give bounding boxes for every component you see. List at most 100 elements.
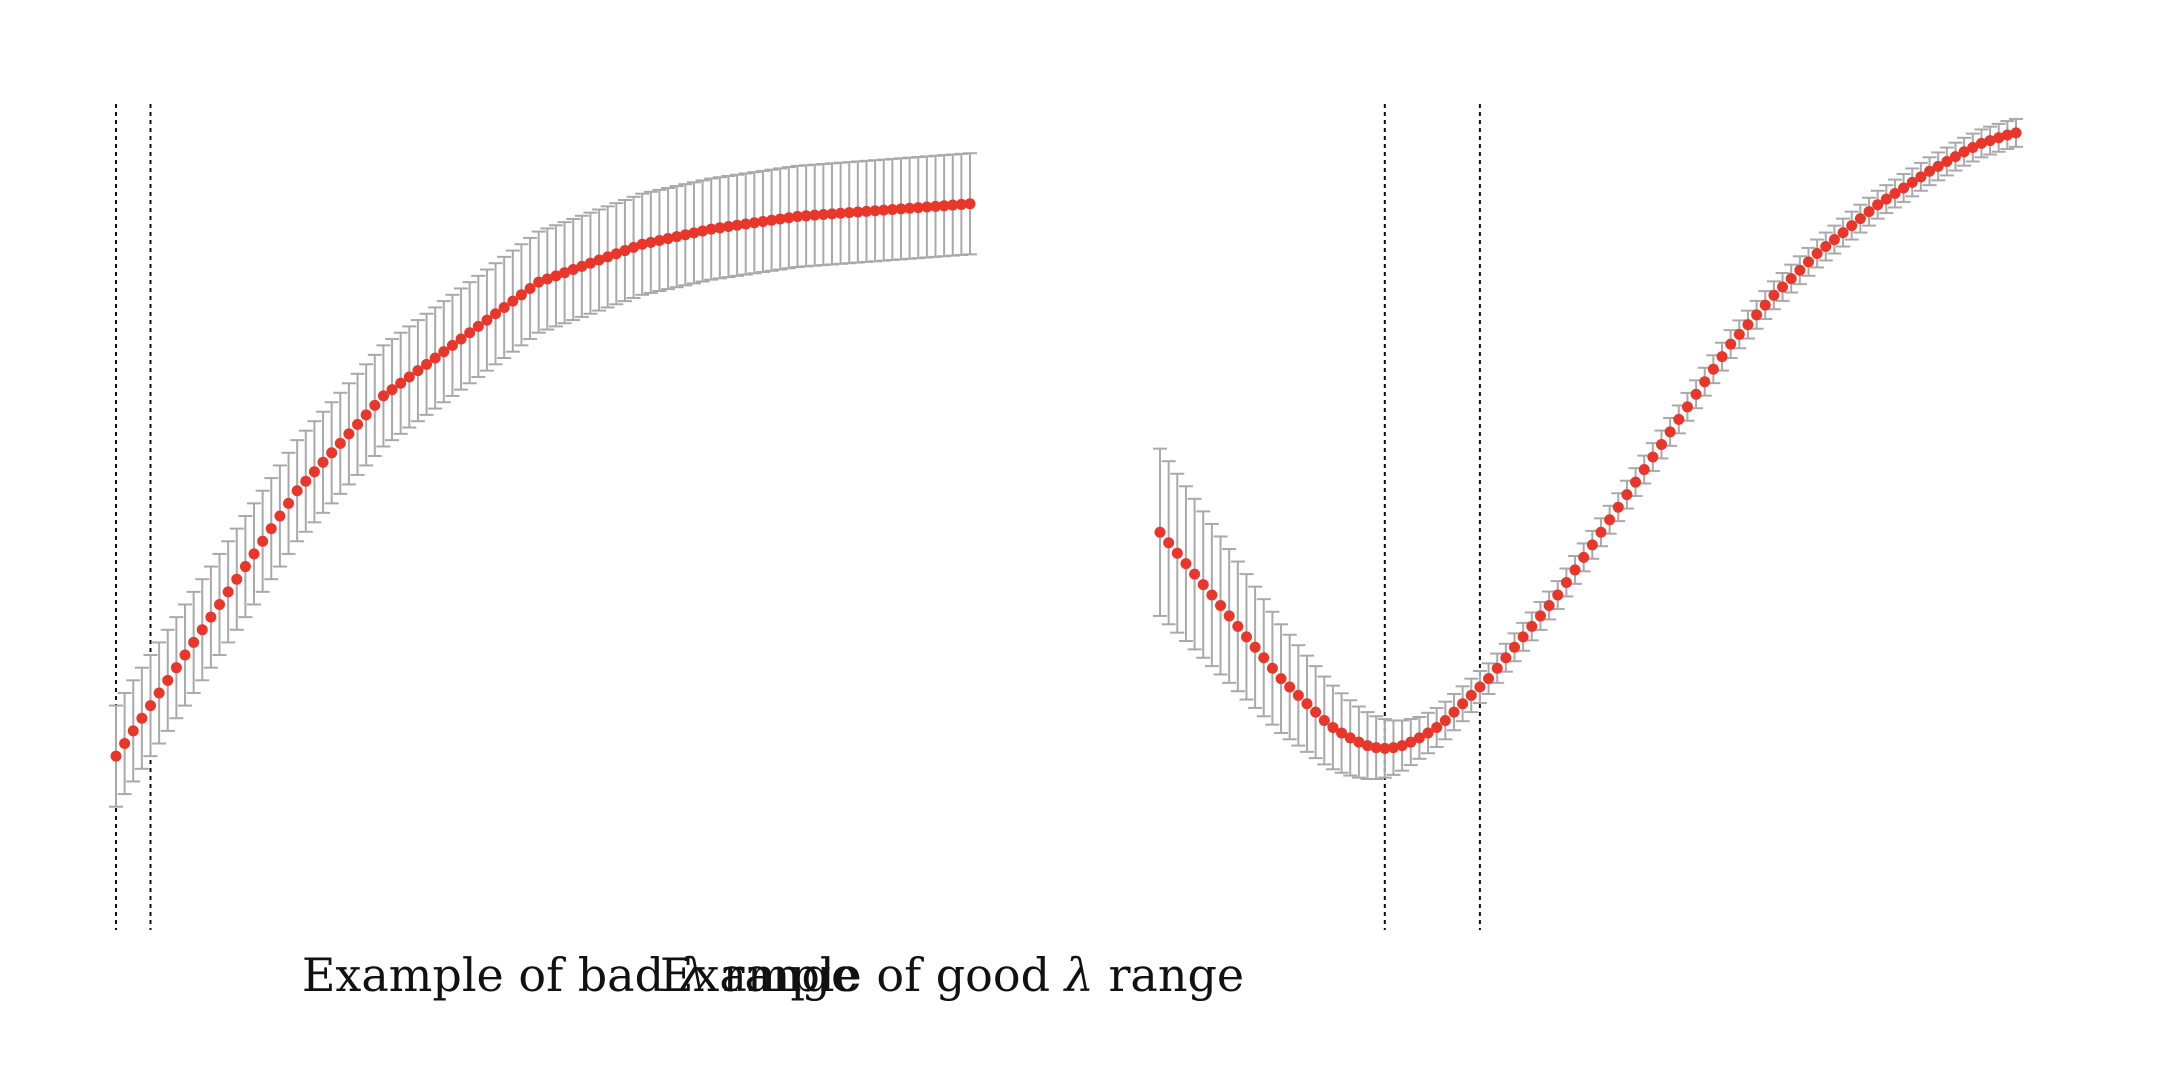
- data-point: [1673, 413, 1685, 425]
- data-point: [550, 270, 562, 282]
- data-point: [757, 215, 769, 227]
- data-point: [438, 346, 450, 358]
- data-point: [119, 738, 131, 750]
- left-chart-panel: [109, 104, 977, 930]
- data-point: [1206, 589, 1218, 601]
- data-point: [964, 198, 976, 210]
- data-point: [541, 273, 553, 285]
- data-point: [567, 264, 579, 276]
- data-point: [748, 217, 760, 229]
- data-point: [1932, 160, 1944, 172]
- data-point: [1690, 388, 1702, 400]
- data-point: [205, 611, 217, 623]
- data-point: [826, 208, 838, 220]
- data-point: [1941, 155, 1953, 167]
- bad-lambda-range-plot: [109, 104, 977, 930]
- data-point: [1163, 537, 1175, 549]
- data-point: [1604, 514, 1616, 526]
- data-point: [1889, 188, 1901, 200]
- data-point: [1655, 438, 1667, 450]
- right-chart-panel: [1086, 0, 2172, 1085]
- data-point: [1924, 165, 1936, 177]
- data-point: [2010, 127, 2022, 139]
- data-point: [1413, 732, 1425, 744]
- data-point: [955, 198, 967, 210]
- data-point: [1811, 247, 1823, 259]
- data-point: [1526, 620, 1538, 632]
- data-point: [498, 301, 510, 313]
- data-point: [170, 662, 182, 674]
- data-point: [1759, 299, 1771, 311]
- data-point: [446, 339, 458, 351]
- data-point: [1465, 689, 1477, 701]
- data-point: [1993, 132, 2005, 144]
- data-point: [671, 231, 683, 243]
- data-point: [1500, 652, 1512, 664]
- data-point: [1975, 137, 1987, 149]
- data-point: [817, 209, 829, 221]
- data-point: [248, 548, 260, 560]
- data-point: [1249, 641, 1261, 653]
- data-point: [653, 234, 665, 246]
- good-lambda-range-plot: [1153, 104, 2023, 930]
- data-point: [1768, 289, 1780, 301]
- caption-suffix: range: [722, 948, 859, 1002]
- data-point: [265, 523, 277, 535]
- data-point: [472, 320, 484, 332]
- data-point: [1716, 351, 1728, 363]
- data-point: [1612, 501, 1624, 513]
- data-point: [912, 202, 924, 214]
- data-point: [1725, 338, 1737, 350]
- data-point: [1699, 376, 1711, 388]
- data-point: [360, 409, 372, 421]
- data-point: [576, 260, 588, 272]
- data-point: [1785, 273, 1797, 285]
- data-point: [1777, 281, 1789, 293]
- data-point: [1258, 652, 1270, 664]
- data-point: [636, 238, 648, 250]
- data-point: [766, 214, 778, 226]
- data-point: [904, 202, 916, 214]
- data-point: [1984, 135, 1996, 147]
- good-lambda-range-caption: Example of good λ range: [0, 948, 1904, 1008]
- data-point: [291, 485, 303, 497]
- data-point: [929, 200, 941, 212]
- data-point: [308, 466, 320, 478]
- data-point: [878, 204, 890, 216]
- data-point: [222, 586, 234, 598]
- data-point: [1578, 551, 1590, 563]
- data-point: [257, 535, 269, 547]
- data-point: [369, 399, 381, 411]
- data-point: [2001, 129, 2013, 141]
- data-point: [593, 254, 605, 266]
- data-point: [1638, 464, 1650, 476]
- data-point: [1232, 620, 1244, 632]
- data-point: [1396, 740, 1408, 752]
- data-point: [722, 221, 734, 233]
- data-point: [1483, 673, 1495, 685]
- data-point: [1431, 721, 1443, 733]
- data-point: [231, 573, 243, 585]
- data-point: [559, 267, 571, 279]
- data-point: [783, 212, 795, 224]
- data-point: [1751, 309, 1763, 321]
- data-point: [869, 205, 881, 217]
- bad-lambda-range-caption: Example of bad λ range: [0, 948, 1160, 1008]
- data-point: [395, 377, 407, 389]
- data-point: [283, 497, 295, 509]
- data-point: [1949, 151, 1961, 163]
- data-point: [584, 257, 596, 269]
- data-point: [188, 636, 200, 648]
- data-point: [1742, 319, 1754, 331]
- data-point: [886, 203, 898, 215]
- data-point: [1362, 740, 1374, 752]
- data-point: [1517, 631, 1529, 643]
- data-point: [1863, 206, 1875, 218]
- data-point: [412, 365, 424, 377]
- data-point: [1154, 526, 1166, 538]
- data-point: [127, 725, 139, 737]
- data-point: [1189, 568, 1201, 580]
- data-point: [1880, 193, 1892, 205]
- caption-prefix: Example of good: [659, 948, 1051, 1002]
- data-point: [731, 219, 743, 231]
